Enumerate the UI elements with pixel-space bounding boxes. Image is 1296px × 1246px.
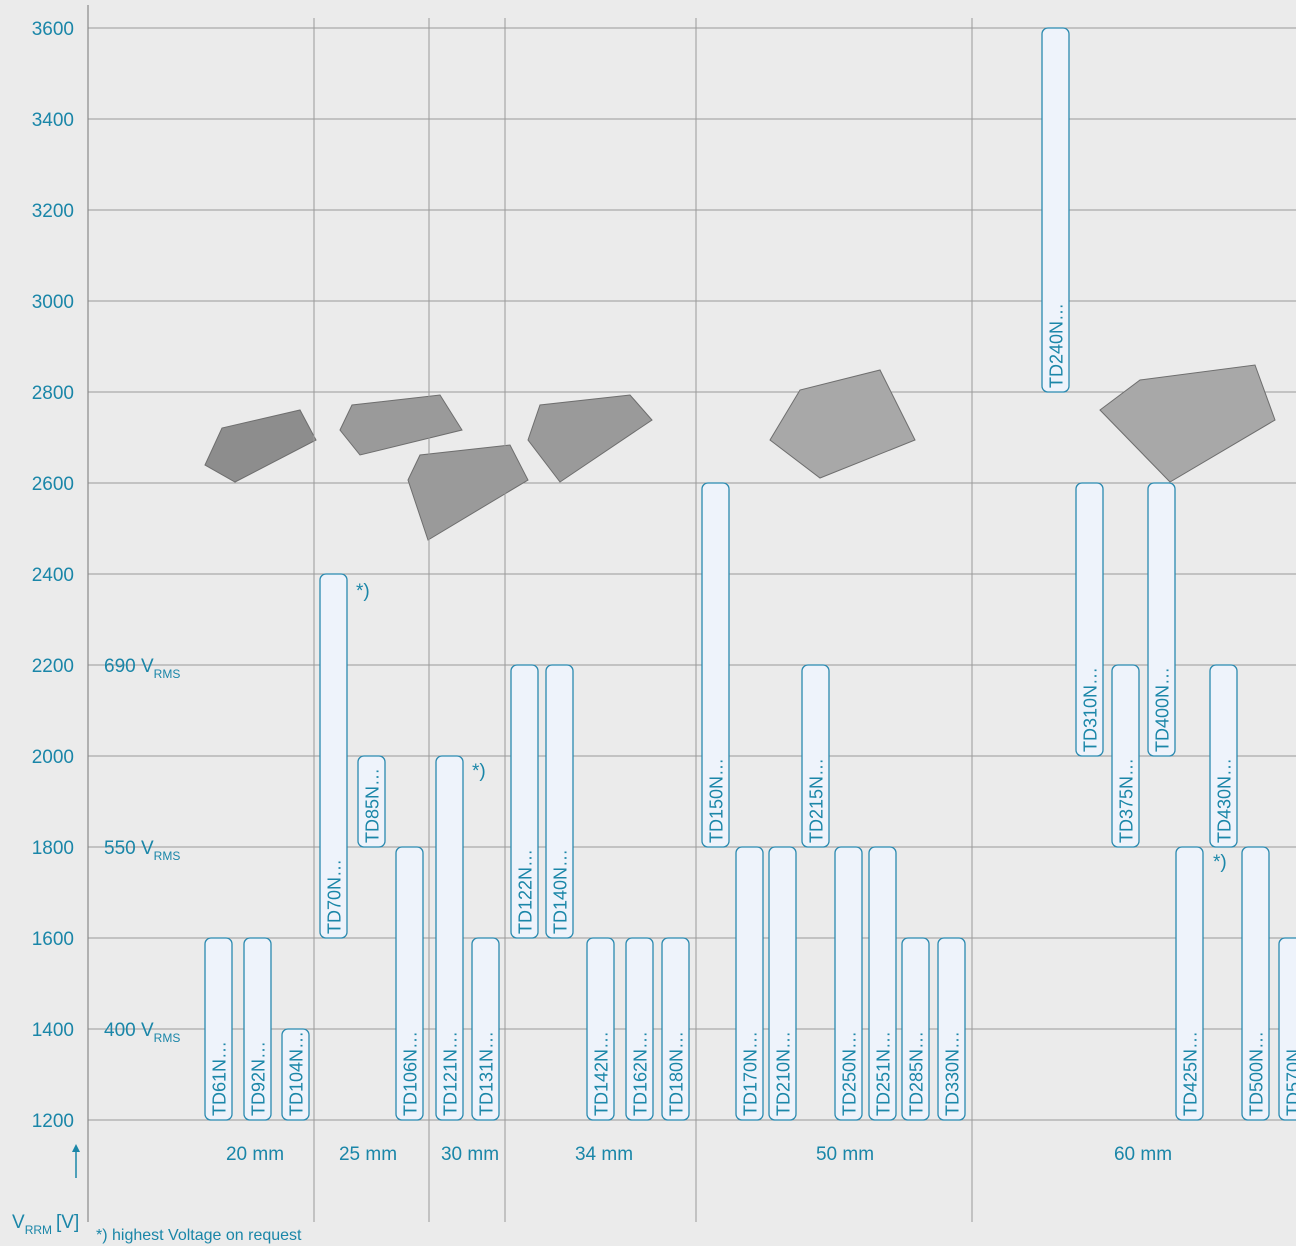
group-label: 30 mm [441, 1144, 499, 1165]
bar [281, 1028, 310, 1121]
bar [901, 937, 930, 1121]
reference-sub: RMS [154, 667, 181, 681]
bar-label: TD85N… [363, 768, 383, 843]
bar [661, 937, 690, 1121]
note-marker: *) [472, 761, 486, 782]
y-tick-label: 3000 [32, 292, 74, 313]
bar [319, 573, 348, 939]
bar [868, 846, 897, 1121]
bar-label: TD251N… [874, 1031, 894, 1116]
bar-label: TD122N… [516, 849, 536, 934]
y-tick-label: 1400 [32, 1020, 74, 1041]
bar-label: TD131N… [477, 1031, 497, 1116]
bar [586, 937, 615, 1121]
y-tick-label: 3200 [32, 201, 74, 222]
group-separators [313, 18, 973, 1222]
group-label: 50 mm [816, 1144, 874, 1165]
bar [204, 937, 233, 1121]
bar [801, 664, 830, 848]
group-label: 20 mm [226, 1144, 284, 1165]
reference-sub: RMS [154, 849, 181, 863]
bar-label: TD170N… [741, 1031, 761, 1116]
reference-text: 400 V [104, 1020, 154, 1041]
note-marker: *) [356, 581, 370, 602]
bar [395, 846, 424, 1121]
y-tick-label: 1600 [32, 929, 74, 950]
bar-label: TD70N… [325, 859, 345, 934]
bar [243, 937, 272, 1121]
bar-label: TD430N… [1215, 758, 1235, 843]
y-tick-label: 2200 [32, 656, 74, 677]
bar-label: TD210N… [774, 1031, 794, 1116]
bar-label: TD121N… [441, 1031, 461, 1116]
y-axis-label: VRRM [V] [12, 1212, 79, 1237]
y-tick-label: 2600 [32, 474, 74, 495]
y-tick-label: 2000 [32, 747, 74, 768]
bar [1278, 937, 1296, 1121]
bar [1241, 846, 1270, 1121]
bar [1111, 664, 1140, 848]
bar [1075, 482, 1104, 757]
group-label: 34 mm [575, 1144, 633, 1165]
bar-label: TD140N… [551, 849, 571, 934]
bar [1041, 27, 1070, 393]
bar-label: TD250N… [840, 1031, 860, 1116]
reference-label: 550 VRMS [104, 838, 180, 863]
bar [545, 664, 574, 939]
y-tick-label: 1800 [32, 838, 74, 859]
y-tick-label: 3600 [32, 19, 74, 40]
bar [510, 664, 539, 939]
bar-label: TD570N… [1284, 1031, 1296, 1116]
bar-label: TD400N… [1153, 667, 1173, 752]
y-tick-label: 3400 [32, 110, 74, 131]
group-label: 25 mm [339, 1144, 397, 1165]
y-axis-sub: RRM [25, 1223, 52, 1237]
bar-label: TD500N… [1247, 1031, 1267, 1116]
bar-label: TD142N… [592, 1031, 612, 1116]
y-tick-label: 2800 [32, 383, 74, 404]
reference-text: 690 V [104, 656, 154, 677]
reference-text: 550 V [104, 838, 154, 859]
reference-sub: RMS [154, 1031, 181, 1045]
bar-label: TD285N… [907, 1031, 927, 1116]
bar [1147, 482, 1176, 757]
bar [435, 755, 464, 1121]
bar-label: TD375N… [1117, 758, 1137, 843]
bar-label: TD330N… [943, 1031, 963, 1116]
reference-label: 400 VRMS [104, 1020, 180, 1045]
y-axis-symbol: V [12, 1212, 25, 1233]
y-tick-label: 2400 [32, 565, 74, 586]
y-tick-label: 1200 [32, 1111, 74, 1132]
y-axis-unit: [V] [56, 1212, 79, 1233]
bar [357, 755, 386, 848]
bar-label: TD150N… [707, 758, 727, 843]
bar-label: TD104N… [287, 1031, 307, 1116]
group-label: 60 mm [1114, 1144, 1172, 1165]
bar [471, 937, 500, 1121]
bar [768, 846, 797, 1121]
bar-label: TD92N… [249, 1041, 269, 1116]
note-marker: *) [1213, 852, 1227, 873]
footnote: *) highest Voltage on request [96, 1227, 302, 1244]
bar-label: TD162N… [631, 1031, 651, 1116]
module-images [204, 364, 1276, 541]
bar [1175, 846, 1204, 1121]
bar-label: TD106N… [401, 1031, 421, 1116]
bar [937, 937, 966, 1121]
bar [1209, 664, 1238, 848]
bar [701, 482, 730, 848]
bar [735, 846, 764, 1121]
bar-label: TD180N… [667, 1031, 687, 1116]
bar-label: TD240N… [1047, 303, 1067, 388]
bar-label: TD215N… [807, 758, 827, 843]
axis-arrow-head [72, 1144, 80, 1152]
bar [834, 846, 863, 1121]
bar-label: TD61N… [210, 1041, 230, 1116]
bar-label: TD425N… [1181, 1031, 1201, 1116]
bar [625, 937, 654, 1121]
reference-label: 690 VRMS [104, 656, 180, 681]
bar-label: TD310N… [1081, 667, 1101, 752]
